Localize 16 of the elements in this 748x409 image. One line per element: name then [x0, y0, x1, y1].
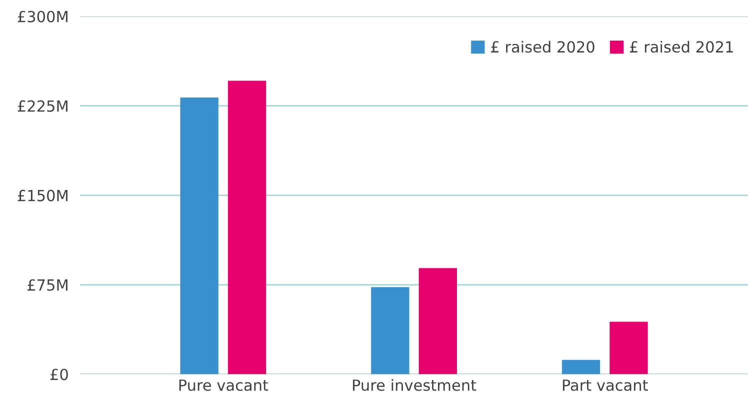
bar [180, 97, 218, 374]
x-tick-label: Pure vacant [179, 380, 268, 391]
x-tick-label: Pure investment [352, 379, 476, 391]
x-tick-label: Part vacant [562, 380, 648, 391]
bar [228, 80, 266, 374]
bar [562, 360, 600, 374]
legend-label: £ raised 2020 [491, 40, 594, 53]
y-tick-label: £225M [18, 100, 68, 112]
legend-label: £ raised 2021 [630, 40, 733, 53]
bar [610, 322, 648, 374]
y-tick-label: £75M [28, 279, 68, 291]
y-tick-label: £0 [50, 368, 68, 380]
bar [371, 287, 410, 374]
y-tick-label: £150M [18, 190, 68, 202]
y-tick-label: £300M [18, 10, 68, 22]
bar [418, 268, 457, 374]
